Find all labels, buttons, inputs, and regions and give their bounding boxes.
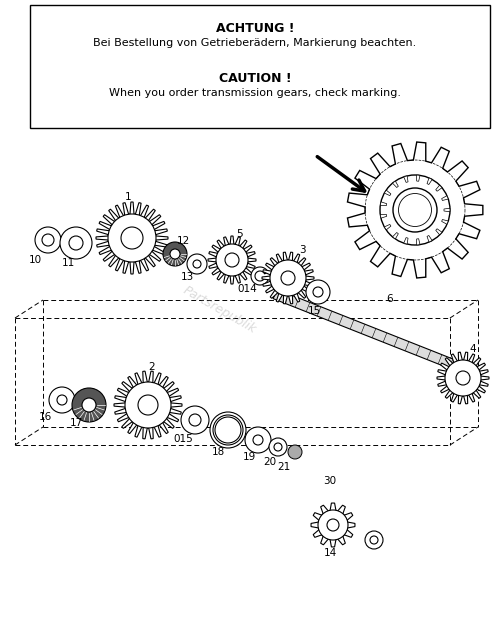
- Text: ACHTUNG !: ACHTUNG !: [216, 22, 294, 35]
- Circle shape: [216, 244, 248, 276]
- Polygon shape: [427, 178, 432, 185]
- Text: 21: 21: [278, 462, 291, 472]
- Circle shape: [125, 382, 171, 428]
- Polygon shape: [393, 181, 398, 187]
- Polygon shape: [114, 371, 182, 439]
- Circle shape: [318, 510, 348, 540]
- Circle shape: [213, 415, 243, 445]
- Polygon shape: [348, 142, 483, 278]
- Text: 2: 2: [149, 362, 155, 372]
- Circle shape: [108, 214, 156, 262]
- Circle shape: [193, 260, 201, 268]
- Polygon shape: [436, 229, 442, 235]
- Circle shape: [306, 280, 330, 304]
- Polygon shape: [442, 219, 448, 224]
- Circle shape: [270, 260, 306, 296]
- Polygon shape: [436, 185, 442, 191]
- Polygon shape: [384, 224, 391, 230]
- Text: 6: 6: [387, 294, 393, 304]
- Circle shape: [245, 427, 271, 453]
- Circle shape: [69, 236, 83, 250]
- Circle shape: [72, 388, 106, 422]
- Polygon shape: [404, 237, 408, 244]
- Text: When you order transmission gears, check marking.: When you order transmission gears, check…: [109, 88, 401, 98]
- Text: 10: 10: [29, 255, 42, 265]
- Polygon shape: [384, 190, 391, 196]
- Text: 3: 3: [299, 245, 305, 255]
- Polygon shape: [427, 235, 432, 242]
- Circle shape: [269, 438, 287, 456]
- Text: 1: 1: [125, 192, 131, 202]
- Text: 13: 13: [180, 272, 193, 282]
- Circle shape: [170, 249, 180, 259]
- Circle shape: [327, 519, 339, 531]
- Circle shape: [181, 406, 209, 434]
- Text: 11: 11: [62, 258, 75, 268]
- Text: 30: 30: [324, 476, 337, 486]
- Circle shape: [35, 227, 61, 253]
- Text: 16: 16: [39, 412, 52, 422]
- Circle shape: [225, 253, 239, 267]
- Polygon shape: [404, 176, 408, 182]
- Text: 20: 20: [264, 457, 277, 467]
- Circle shape: [138, 395, 158, 415]
- Text: 18: 18: [211, 447, 224, 457]
- Polygon shape: [442, 196, 448, 200]
- Text: Partsrepublik: Partsrepublik: [181, 284, 259, 336]
- Polygon shape: [416, 239, 420, 245]
- Polygon shape: [311, 503, 355, 547]
- Circle shape: [456, 371, 470, 385]
- Circle shape: [210, 412, 246, 448]
- Circle shape: [82, 398, 96, 412]
- Circle shape: [398, 193, 431, 227]
- Circle shape: [49, 387, 75, 413]
- Circle shape: [57, 395, 67, 405]
- Text: Bei Bestellung von Getrieberädern, Markierung beachten.: Bei Bestellung von Getrieberädern, Marki…: [93, 38, 417, 48]
- Circle shape: [215, 417, 241, 443]
- Circle shape: [189, 414, 201, 426]
- Polygon shape: [251, 267, 268, 285]
- Circle shape: [163, 242, 187, 266]
- Circle shape: [445, 360, 481, 396]
- Circle shape: [393, 188, 437, 232]
- Polygon shape: [416, 175, 420, 181]
- Circle shape: [313, 287, 323, 297]
- Text: 17: 17: [69, 418, 83, 428]
- Polygon shape: [393, 232, 398, 239]
- Text: 14: 14: [323, 548, 337, 558]
- Polygon shape: [444, 208, 450, 212]
- Text: CAUTION !: CAUTION !: [219, 72, 291, 85]
- Text: 4: 4: [469, 344, 476, 354]
- Text: 12: 12: [176, 236, 189, 246]
- Circle shape: [121, 227, 143, 249]
- Circle shape: [380, 175, 450, 245]
- Circle shape: [42, 234, 54, 246]
- Text: 19: 19: [242, 452, 256, 462]
- Circle shape: [218, 420, 238, 440]
- Polygon shape: [208, 236, 256, 284]
- Circle shape: [60, 227, 92, 259]
- Polygon shape: [273, 289, 464, 373]
- Circle shape: [365, 531, 383, 549]
- Circle shape: [187, 254, 207, 274]
- Polygon shape: [380, 214, 387, 218]
- Bar: [30, 5, 490, 128]
- Polygon shape: [380, 202, 387, 206]
- Text: 15: 15: [308, 306, 321, 316]
- Polygon shape: [437, 352, 489, 404]
- Circle shape: [281, 271, 295, 285]
- Circle shape: [253, 435, 263, 445]
- Polygon shape: [262, 252, 314, 304]
- Circle shape: [370, 536, 378, 544]
- Text: 5: 5: [236, 229, 243, 239]
- Circle shape: [274, 443, 282, 451]
- Polygon shape: [96, 202, 168, 274]
- Text: 015: 015: [173, 434, 193, 444]
- Text: 014: 014: [237, 284, 257, 294]
- Circle shape: [288, 445, 302, 459]
